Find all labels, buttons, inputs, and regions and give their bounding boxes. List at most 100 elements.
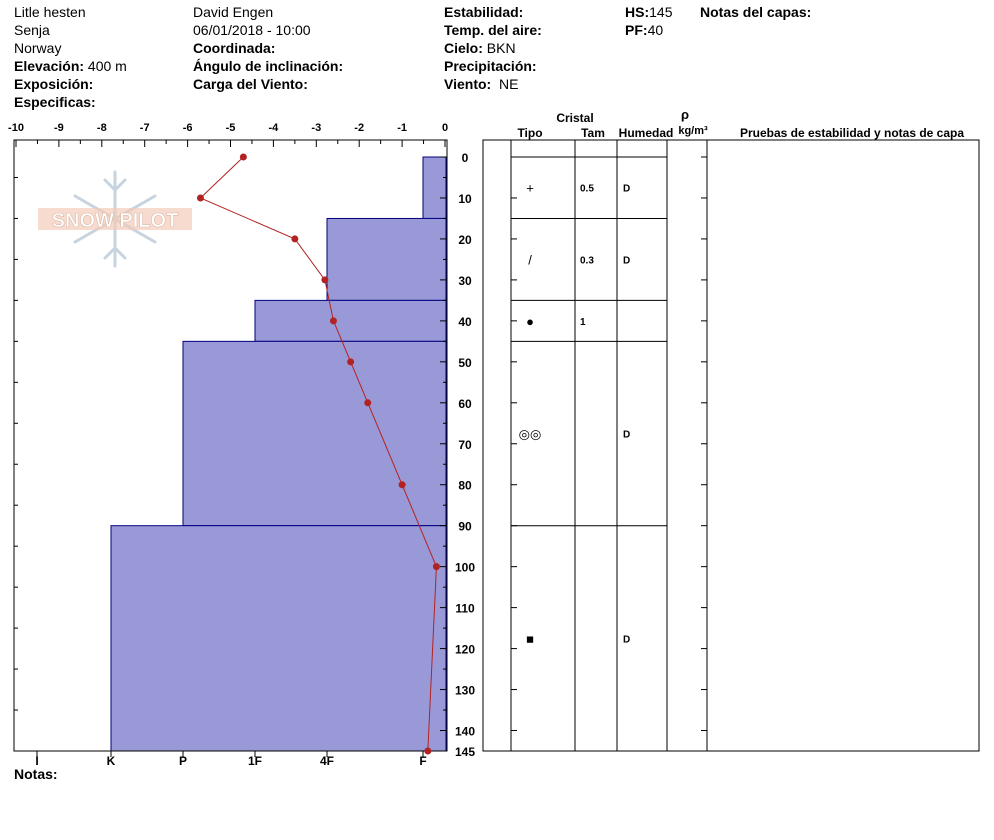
hardness-bar — [110, 525, 447, 752]
temp-tick-label: -4 — [269, 122, 280, 134]
depth-tick-label: 80 — [458, 479, 472, 493]
layer-crystal-type: + — [526, 181, 534, 196]
depth-tick-label: 140 — [455, 725, 475, 739]
depth-tick-label: 70 — [458, 438, 472, 452]
temp-tick-label: -6 — [183, 122, 193, 134]
penetration: PF:40 — [625, 21, 663, 39]
layer-notes-label: Notas del capas: — [700, 4, 812, 20]
snowpilot-logo: SNOW PILOT — [38, 170, 192, 268]
layer-table-frame — [482, 139, 980, 752]
hardness-tick-label: 1F — [248, 754, 262, 768]
temp-tick-label: -5 — [226, 122, 236, 134]
depth-tick-label: 130 — [455, 684, 475, 698]
hs-value: 145 — [649, 4, 673, 20]
elevation: Elevación: 400 m — [14, 57, 127, 75]
depth-tick-label: 60 — [458, 397, 472, 411]
wind-load-label: Carga del Viento: — [193, 76, 308, 92]
layer-moisture: D — [623, 255, 630, 266]
depth-tick-label: 20 — [458, 233, 472, 247]
layer-crystal-type: ◎◎ — [519, 427, 542, 442]
hs-label: HS: — [625, 4, 650, 20]
depth-tick-label: 50 — [458, 356, 472, 370]
stability: Estabilidad: — [444, 3, 523, 21]
layer-notes: Notas del capas: — [700, 3, 811, 21]
temperature-point — [347, 358, 355, 366]
air-temp-label: Temp. del aire: — [444, 22, 542, 38]
temp-tick-label: -3 — [311, 122, 321, 134]
specifics: Especificas: — [14, 93, 96, 111]
tests-header: Pruebas de estabilidad y notas de capa — [740, 126, 964, 140]
depth-tick-label: 145 — [455, 745, 475, 759]
rho-header: ρ — [681, 107, 689, 122]
crystal-header: Cristal — [556, 111, 593, 125]
sky: Cielo: BKN — [444, 39, 516, 57]
elevation-label: Elevación: — [14, 58, 85, 74]
location-name: Litle hesten — [14, 4, 86, 20]
specifics-label: Especificas: — [14, 94, 96, 110]
stability-label: Estabilidad: — [444, 4, 524, 20]
wind-load: Carga del Viento: — [193, 75, 308, 93]
hardness-bar — [326, 217, 447, 301]
precip-label: Precipitación: — [444, 58, 537, 74]
layer-moisture: D — [623, 184, 630, 195]
layer-crystal-type: ■ — [526, 631, 534, 646]
slope-label: Ángulo de inclinación: — [193, 58, 344, 74]
elevation-value: 400 m — [87, 58, 127, 74]
snow-height: HS:145 — [625, 3, 672, 21]
hardness-tick-label: P — [179, 754, 187, 768]
temperature-point — [239, 153, 247, 161]
temp-tick-label: -10 — [8, 122, 24, 134]
exposure-label: Exposición: — [14, 76, 94, 92]
temperature-line — [199, 156, 437, 752]
layer-crystal-size: 1 — [580, 317, 586, 328]
wind-value: NE — [498, 76, 519, 92]
layer-crystal-size: 0.5 — [580, 184, 594, 195]
depth-tick-label: 30 — [458, 274, 472, 288]
hardness-tick-label: 4F — [320, 754, 334, 768]
coordinates: Coordinada: — [193, 39, 275, 57]
layer-crystal-type: ● — [526, 314, 534, 329]
sky-value: BKN — [486, 40, 516, 56]
temperature-point — [398, 481, 406, 489]
temperature-point — [291, 235, 299, 243]
layer-crystal-type: / — [528, 252, 532, 267]
moisture-header: Humedad — [619, 126, 674, 140]
sky-label: Cielo: — [444, 40, 483, 56]
temperature-point — [424, 747, 432, 755]
temperature-point — [321, 276, 329, 284]
precipitation: Precipitación: — [444, 57, 537, 75]
temp-tick-label: -1 — [397, 122, 407, 134]
pf-label: PF: — [625, 22, 648, 38]
observer: David Engen — [193, 4, 274, 20]
coord-label: Coordinada: — [193, 40, 276, 56]
temp-tick-label: -2 — [354, 122, 364, 134]
pf-value: 40 — [647, 22, 664, 38]
depth-tick-label: 100 — [455, 561, 475, 575]
wind-label: Viento: — [444, 76, 492, 92]
type-header: Tipo — [517, 126, 542, 140]
hardness-tick-label: I — [35, 754, 38, 768]
temp-tick-label: -7 — [140, 122, 150, 134]
temperature-point — [364, 399, 372, 407]
depth-tick-label: 90 — [458, 520, 472, 534]
range-name: Senja — [14, 22, 50, 38]
density-unit-header: kg/m³ — [678, 125, 708, 137]
depth-tick-label: 10 — [458, 192, 472, 206]
temperature-point — [432, 563, 440, 571]
temp-tick-label: 0 — [442, 122, 448, 134]
depth-tick-label: 0 — [462, 151, 469, 165]
temperature-point — [329, 317, 337, 325]
layer-crystal-size: 0.3 — [580, 255, 594, 266]
layer-moisture: D — [623, 430, 630, 441]
hardness-bar — [422, 156, 447, 219]
slope-angle: Ángulo de inclinación: — [193, 57, 343, 75]
layer-moisture: D — [623, 634, 630, 645]
air-temp: Temp. del aire: — [444, 21, 542, 39]
wind: Viento: NE — [444, 75, 518, 93]
notes-label: Notas: — [14, 766, 58, 782]
depth-tick-label: 110 — [455, 602, 475, 616]
size-header: Tam — [581, 126, 605, 140]
depth-tick-label: 40 — [458, 315, 472, 329]
hardness-tick-label: K — [107, 754, 116, 768]
